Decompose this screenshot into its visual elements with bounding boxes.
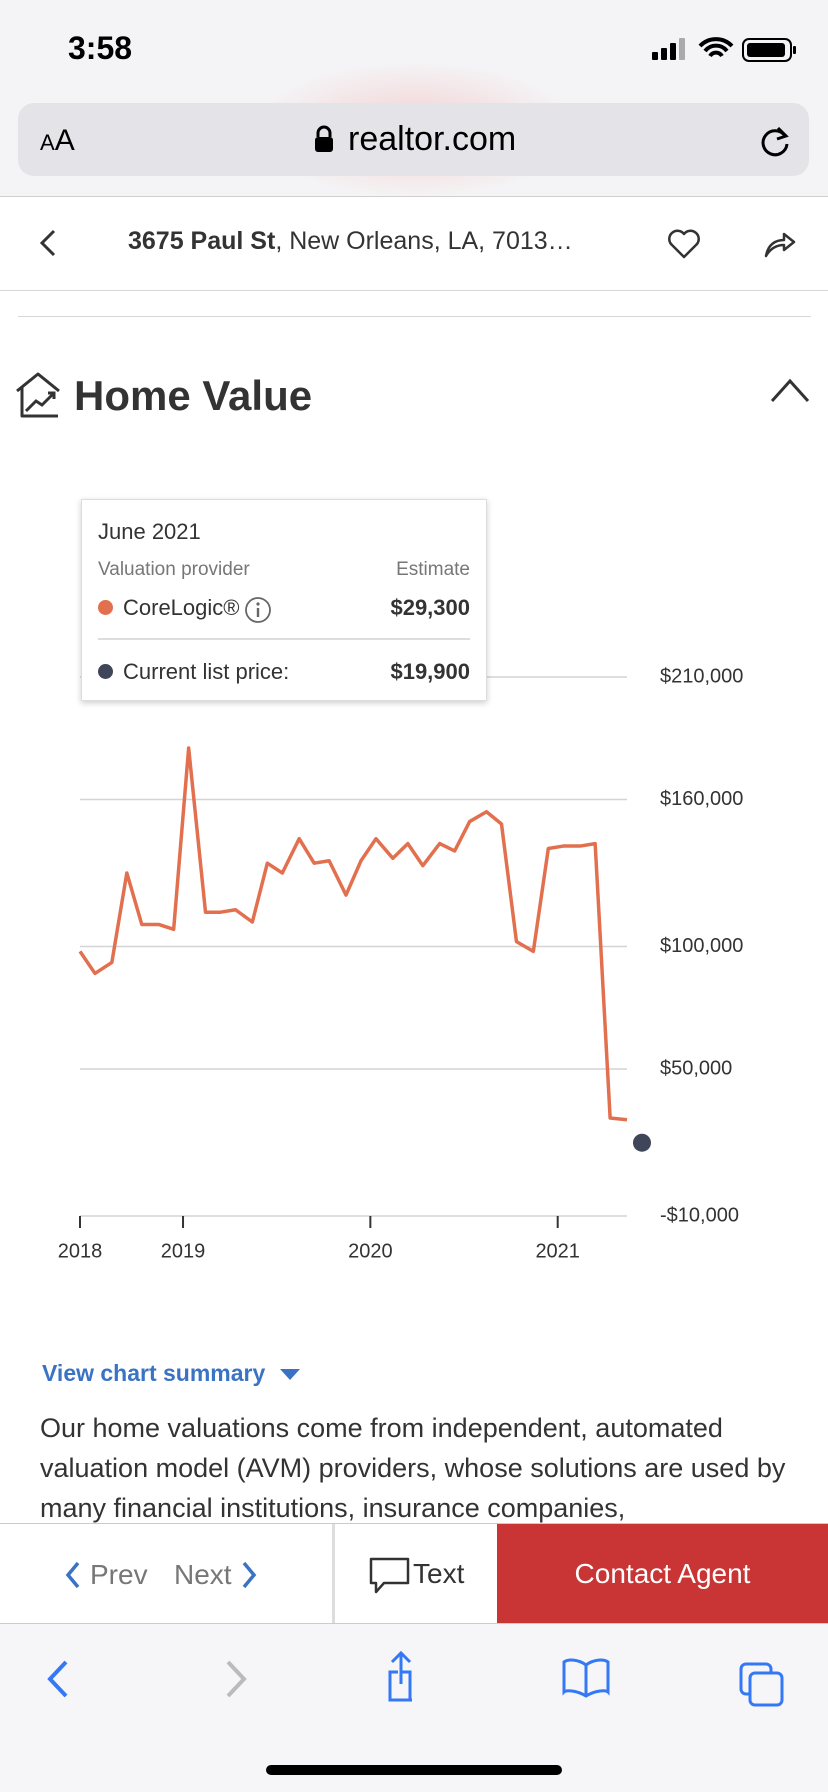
tabs-icon[interactable] — [739, 1662, 784, 1707]
list-price-value: $19,900 — [390, 659, 470, 684]
tooltip-estimate-header: Estimate — [396, 559, 470, 580]
reload-icon[interactable] — [758, 124, 792, 158]
divider — [332, 1524, 335, 1623]
collapse-button[interactable] — [768, 375, 812, 405]
text-size-large: A — [54, 124, 75, 157]
y-tick-label: $160,000 — [660, 788, 743, 810]
home-indicator — [266, 1765, 562, 1775]
prev-chevron[interactable] — [62, 1559, 84, 1591]
browser-toolbar — [0, 1623, 828, 1792]
tooltip: June 2021 Valuation provider Estimate Co… — [81, 499, 487, 701]
favorite-button[interactable] — [666, 228, 702, 260]
divider — [18, 316, 811, 317]
series-line — [78, 746, 628, 1122]
lock-icon — [315, 125, 333, 152]
address: 3675 Paul St, New Orleans, LA, 7013… — [128, 227, 573, 256]
x-tick-label: 2021 — [535, 1240, 580, 1262]
legend-swatch — [98, 600, 113, 615]
y-tick-label: $210,000 — [660, 665, 743, 687]
home-value-icon — [16, 372, 60, 418]
separator — [98, 638, 470, 640]
legend-label: Current list price: — [123, 659, 290, 684]
estimate-value: $29,300 — [390, 595, 470, 620]
legend-swatch — [98, 664, 113, 679]
x-tick-label: 2019 — [161, 1240, 206, 1262]
section-title: Home Value — [74, 372, 313, 419]
share-button[interactable] — [762, 228, 798, 260]
status-time: 3:58 — [68, 30, 133, 66]
divider — [0, 290, 828, 291]
contact-agent-button[interactable]: Contact Agent — [497, 1524, 828, 1623]
url[interactable]: realtor.com — [348, 120, 517, 158]
next-chevron[interactable] — [238, 1559, 260, 1591]
y-tick-label: -$10,000 — [660, 1204, 739, 1226]
prev-button[interactable]: Prev — [90, 1559, 148, 1590]
info-icon[interactable] — [244, 596, 272, 624]
back-button[interactable] — [36, 228, 60, 258]
summary-toggle[interactable] — [278, 1366, 302, 1382]
tooltip-title: June 2021 — [98, 519, 201, 544]
chart: $210,000 $160,000 $100,000 $50,000 -$10,000 2… — [58, 665, 744, 1262]
legend-label: CoreLogic® — [123, 595, 240, 620]
toolbar-icons — [47, 1650, 784, 1707]
bookmarks-icon[interactable] — [562, 1658, 610, 1698]
forward-icon[interactable] — [226, 1660, 247, 1698]
x-tick-label: 2018 — [58, 1240, 103, 1262]
address-city: , New Orleans, LA, 7013… — [275, 227, 573, 255]
text-icon[interactable] — [368, 1556, 412, 1596]
list-price-point — [632, 1133, 651, 1152]
url-bar[interactable] — [18, 103, 809, 176]
status-icons — [652, 37, 796, 62]
next-button[interactable]: Next — [174, 1559, 232, 1590]
chart-summary-link[interactable]: View chart summary — [42, 1360, 266, 1386]
summary-text: Our home valuations come from independen… — [40, 1413, 786, 1523]
text-button[interactable]: Text — [413, 1558, 465, 1589]
text-size-button[interactable]: AA — [40, 124, 75, 158]
y-tick-label: $100,000 — [660, 935, 743, 957]
y-tick-label: $50,000 — [660, 1057, 732, 1079]
address-street: 3675 Paul St — [128, 227, 276, 255]
divider — [0, 196, 828, 197]
back-icon[interactable] — [47, 1660, 68, 1698]
text-size-small: A — [40, 130, 55, 155]
share-icon[interactable] — [388, 1650, 412, 1702]
tooltip-provider-header: Valuation provider — [98, 559, 250, 580]
x-tick-label: 2020 — [348, 1240, 393, 1262]
